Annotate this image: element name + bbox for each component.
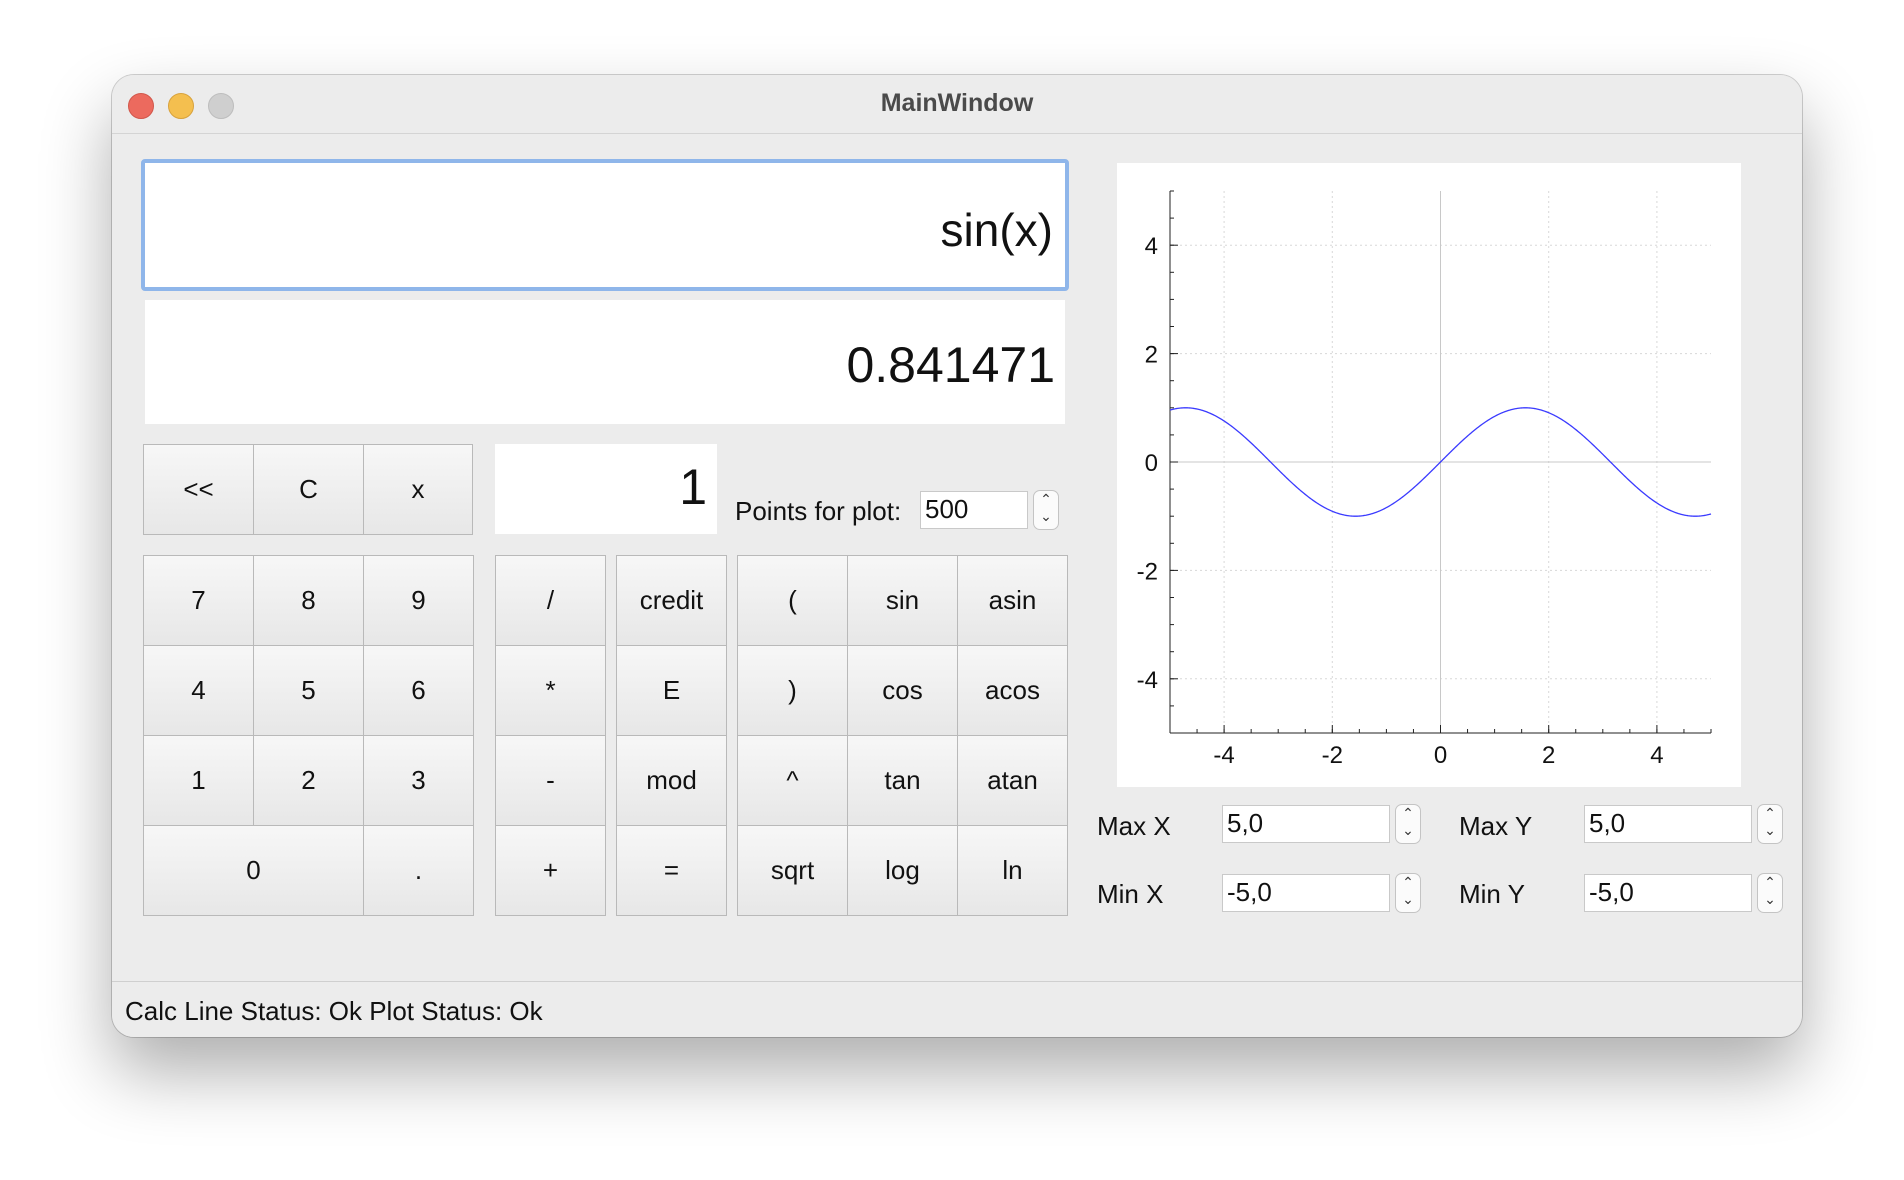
sqrt-button[interactable]: sqrt [737,825,848,916]
x-tick-label: 2 [1542,742,1555,769]
decimal-point-button[interactable]: . [363,825,474,916]
exponent-e-button[interactable]: E [616,645,727,736]
close-window-button[interactable] [128,93,154,119]
max-y-spin-buttons[interactable]: ⌃ ⌄ [1757,804,1783,844]
status-bar: Calc Line Status: Ok Plot Status: Ok [112,981,1802,1037]
digit-5-button[interactable]: 5 [253,645,364,736]
mod-button[interactable]: mod [616,735,727,826]
series-line [1169,407,1712,517]
min-x-spin-buttons[interactable]: ⌃ ⌄ [1395,873,1421,913]
divide-button[interactable]: / [495,555,606,646]
digit-8-button[interactable]: 8 [253,555,364,646]
y-tick-label: 0 [1145,450,1158,477]
min-x-input[interactable]: -5,0 [1222,874,1390,912]
x-tick-label: -2 [1322,742,1343,769]
cos-button[interactable]: cos [847,645,958,736]
window-title: MainWindow [880,89,1034,117]
result-display: 0.841471 [145,300,1065,424]
digit-6-button[interactable]: 6 [363,645,474,736]
digit-4-button[interactable]: 4 [143,645,254,736]
sin-button[interactable]: sin [847,555,958,646]
asin-button[interactable]: asin [957,555,1068,646]
subtract-button[interactable]: - [495,735,606,826]
points-for-plot-input[interactable]: 500 [920,491,1028,529]
log-button[interactable]: log [847,825,958,916]
add-button[interactable]: + [495,825,606,916]
digit-9-button[interactable]: 9 [363,555,474,646]
digit-1-button[interactable]: 1 [143,735,254,826]
x-variable-button[interactable]: x [363,444,473,535]
y-tick-label: 4 [1145,233,1158,260]
credit-button[interactable]: credit [616,555,727,646]
tan-button[interactable]: tan [847,735,958,826]
digit-3-button[interactable]: 3 [363,735,474,826]
x-value-input[interactable]: 1 [495,444,717,534]
min-y-label: Min Y [1459,879,1525,909]
acos-button[interactable]: acos [957,645,1068,736]
max-x-input[interactable]: 5,0 [1222,805,1390,843]
digit-7-button[interactable]: 7 [143,555,254,646]
main-window: MainWindow sin(x) 0.841471 << C x 1 Poin… [112,75,1802,1037]
x-tick-label: -4 [1213,742,1234,769]
multiply-button[interactable]: * [495,645,606,736]
atan-button[interactable]: atan [957,735,1068,826]
y-tick-label: -2 [1137,558,1158,585]
points-for-plot-label: Points for plot: [735,496,902,526]
max-y-input[interactable]: 5,0 [1584,805,1752,843]
backspace-button[interactable]: << [143,444,254,535]
y-tick-label: 2 [1145,342,1158,369]
x-tick-label: 4 [1650,742,1663,769]
ln-button[interactable]: ln [957,825,1068,916]
close-paren-button[interactable]: ) [737,645,848,736]
min-x-label: Min X [1097,879,1164,909]
max-x-spin-buttons[interactable]: ⌃ ⌄ [1395,804,1421,844]
minimize-window-button[interactable] [168,93,194,119]
min-y-spin-buttons[interactable]: ⌃ ⌄ [1757,873,1783,913]
equals-button[interactable]: = [616,825,727,916]
function-plot: -4 -2 0 2 4 4 2 0 -2 -4 [1137,190,1712,769]
digit-2-button[interactable]: 2 [253,735,364,826]
title-bar: MainWindow [112,75,1802,134]
max-y-label: Max Y [1459,811,1533,841]
clear-button[interactable]: C [253,444,364,535]
max-x-label: Max X [1097,811,1171,841]
open-paren-button[interactable]: ( [737,555,848,646]
status-text: Calc Line Status: Ok Plot Status: Ok [125,996,543,1026]
zoom-window-button[interactable] [208,93,234,119]
expression-input[interactable]: sin(x) [141,159,1069,291]
x-tick-label: 0 [1434,742,1447,769]
points-spin-buttons[interactable]: ⌃ ⌄ [1033,490,1059,530]
digit-0-button[interactable]: 0 [143,825,364,916]
min-y-input[interactable]: -5,0 [1584,874,1752,912]
plot-area: -4 -2 0 2 4 4 2 0 -2 -4 [1117,163,1741,787]
y-tick-label: -4 [1137,667,1158,694]
power-button[interactable]: ^ [737,735,848,826]
